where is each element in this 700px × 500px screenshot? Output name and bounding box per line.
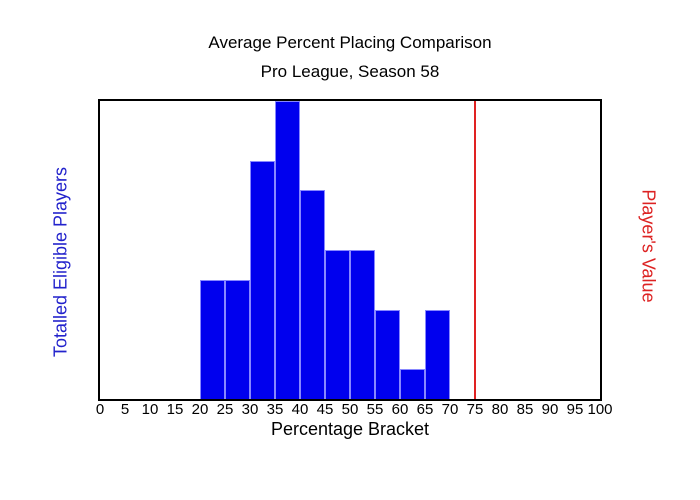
player-value-line (474, 101, 476, 399)
x-tick-label: 10 (141, 401, 159, 418)
x-tick-label: 65 (416, 401, 434, 418)
histogram-bar (200, 279, 225, 399)
x-tick-label: 95 (566, 401, 584, 418)
y-axis-label-left: Totalled Eligible Players (50, 166, 71, 358)
histogram-bar (400, 369, 425, 399)
x-tick-label: 20 (191, 401, 209, 418)
y-axis-label-right: Player's Value (638, 189, 659, 303)
x-tick-label: 100 (587, 401, 613, 418)
histogram-bar (250, 160, 275, 399)
histogram-bar (225, 279, 250, 399)
plot-area (98, 99, 602, 401)
x-tick-label: 80 (491, 401, 509, 418)
x-tick-label: 40 (291, 401, 309, 418)
histogram-bar (375, 309, 400, 399)
x-tick-label: 70 (441, 401, 459, 418)
histogram-bar (350, 250, 375, 399)
x-tick-label: 5 (120, 401, 130, 418)
chart-title: Average Percent Placing Comparison (208, 33, 492, 52)
histogram-bar (300, 190, 325, 399)
histogram-bar (425, 309, 450, 399)
x-tick-label: 50 (341, 401, 359, 418)
x-tick-label: 75 (466, 401, 484, 418)
x-tick-label: 55 (366, 401, 384, 418)
x-tick-label: 30 (241, 401, 259, 418)
x-axis-label: Percentage Bracket (270, 419, 430, 439)
x-tick-label: 85 (516, 401, 534, 418)
x-axis-ticks: 0 5 10 15 20 25 30 35 40 45 50 55 60 65 70 75 80 85 90 95 10… (96, 401, 613, 418)
x-tick-label: 45 (316, 401, 334, 418)
x-tick-label: 60 (391, 401, 409, 418)
x-tick-label: 0 (95, 401, 105, 418)
histogram-bar (275, 101, 300, 399)
histogram-bar (325, 250, 350, 399)
x-tick-label: 35 (266, 401, 284, 418)
chart-subtitle: Pro League, Season 58 (260, 62, 440, 81)
x-tick-label: 90 (541, 401, 559, 418)
x-tick-label: 15 (166, 401, 184, 418)
x-tick-label: 25 (216, 401, 234, 418)
